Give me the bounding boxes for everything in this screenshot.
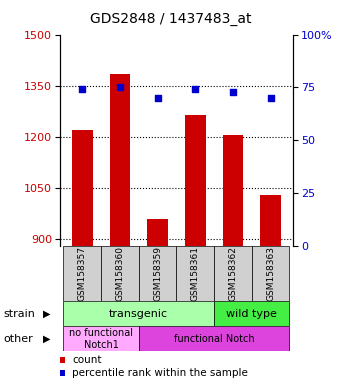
Text: GDS2848 / 1437483_at: GDS2848 / 1437483_at [90, 12, 251, 25]
Text: GSM158359: GSM158359 [153, 246, 162, 301]
Text: strain: strain [3, 309, 35, 319]
Bar [185, 114, 206, 384]
Point [79, 86, 85, 93]
Text: ▶: ▶ [43, 309, 51, 319]
Text: other: other [3, 334, 33, 344]
Text: wild type: wild type [226, 309, 277, 319]
Bar [139, 246, 177, 301]
Text: percentile rank within the sample: percentile rank within the sample [72, 368, 248, 378]
Bar [63, 301, 214, 326]
Bar [260, 195, 281, 384]
Bar [63, 326, 139, 351]
Bar [63, 246, 101, 301]
Bar [214, 301, 290, 326]
Text: functional Notch: functional Notch [174, 334, 254, 344]
Text: no functional
Notch1: no functional Notch1 [69, 328, 133, 350]
Bar [223, 135, 243, 384]
Bar [139, 326, 290, 351]
Text: GSM158361: GSM158361 [191, 246, 200, 301]
Point [117, 84, 123, 91]
Point [230, 89, 236, 95]
Bar [214, 246, 252, 301]
Text: count: count [72, 355, 102, 365]
Point [193, 86, 198, 93]
Bar [147, 218, 168, 384]
Point [155, 95, 160, 101]
Text: GSM158362: GSM158362 [228, 246, 237, 301]
Point [268, 95, 273, 101]
Bar [101, 246, 139, 301]
Text: ▶: ▶ [43, 334, 51, 344]
Text: GSM158357: GSM158357 [78, 246, 87, 301]
Text: GSM158360: GSM158360 [116, 246, 124, 301]
Bar [72, 130, 93, 384]
Text: transgenic: transgenic [109, 309, 168, 319]
Text: GSM158363: GSM158363 [266, 246, 275, 301]
Bar [109, 74, 130, 384]
Bar [252, 246, 290, 301]
Bar [177, 246, 214, 301]
